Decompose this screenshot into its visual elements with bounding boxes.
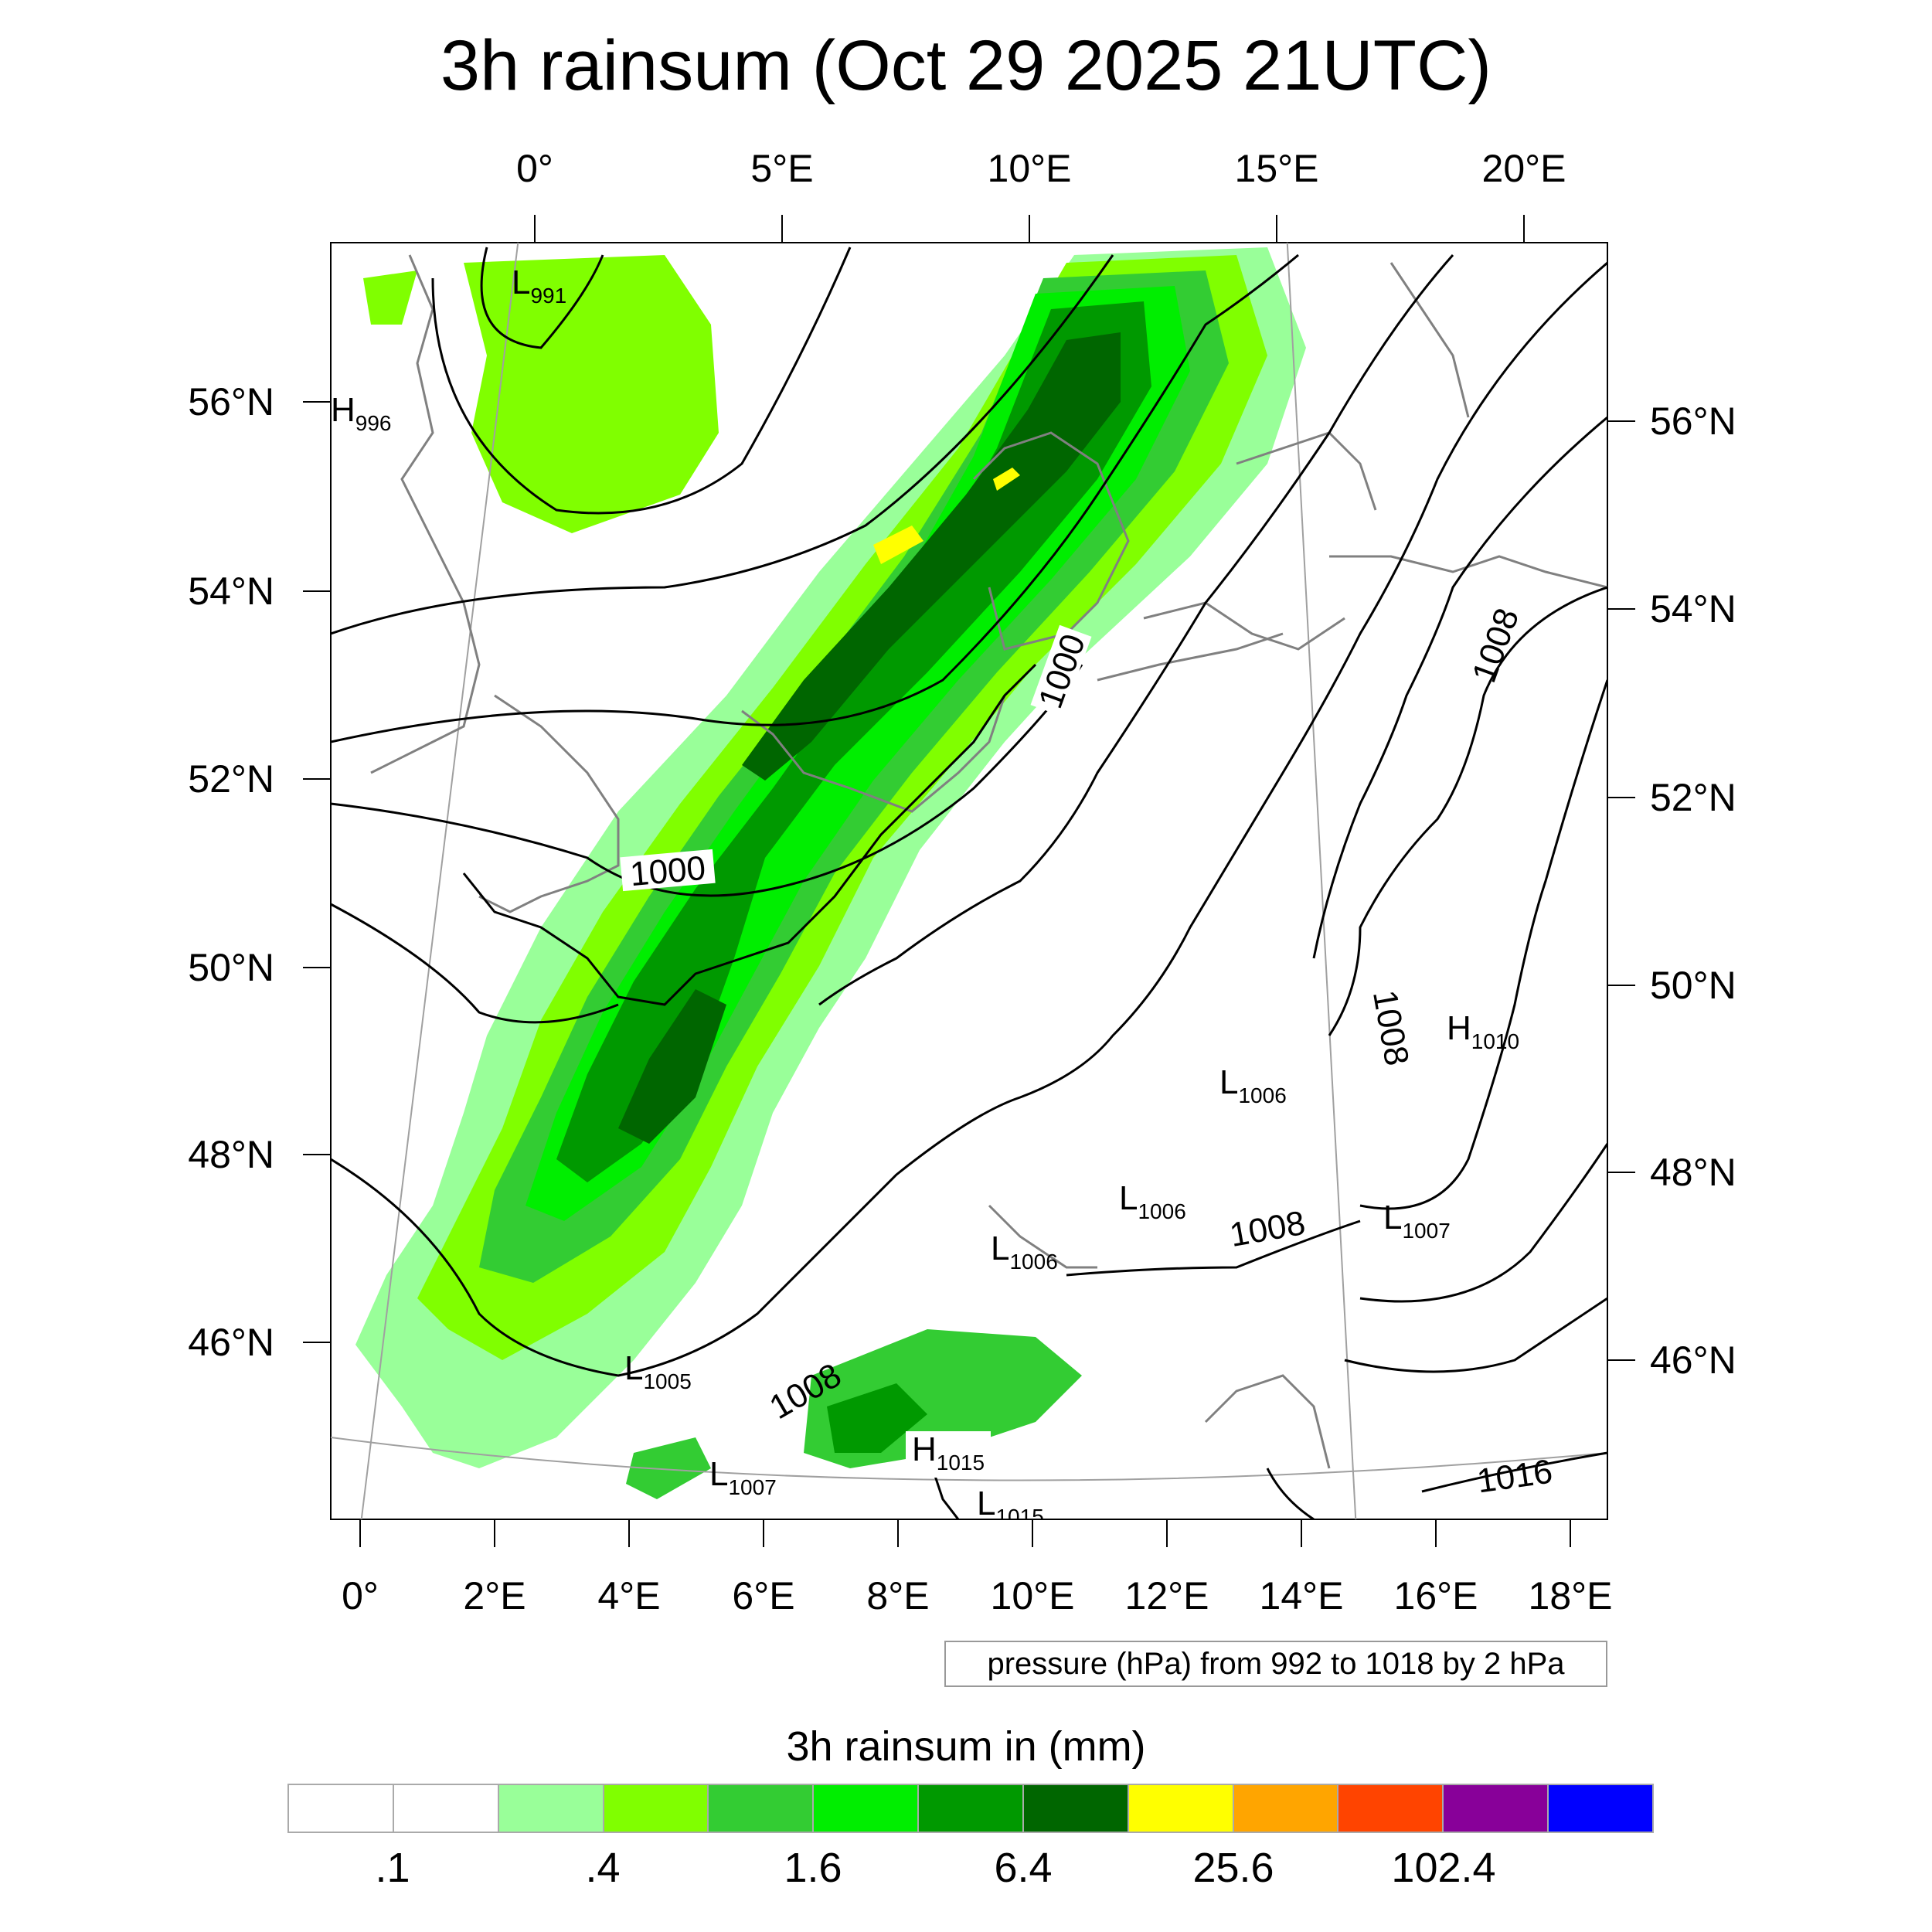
- colorbar-swatch: [709, 1785, 815, 1832]
- bottom-axis-label: 14°E: [1260, 1574, 1344, 1617]
- left-axis-label: 50°N: [188, 946, 274, 989]
- top-axis-label: 0°: [516, 147, 553, 190]
- isobars: [331, 247, 1607, 1519]
- top-axis-label: 5°E: [750, 147, 813, 190]
- coastlines: [370, 254, 1607, 1469]
- colorbar-label: .1: [375, 1845, 410, 1891]
- colorbar-label: 1.6: [784, 1845, 842, 1891]
- axis-ticks: [303, 215, 1635, 1547]
- colorbar-swatch: [1233, 1785, 1339, 1832]
- colorbar-swatch: [393, 1785, 499, 1832]
- colorbar-label: 25.6: [1192, 1845, 1274, 1891]
- colorbar-label: 6.4: [994, 1845, 1053, 1891]
- pressure-centers: L991 H996 H1010 L1006 L1006 L1007 L1006 …: [331, 264, 1519, 1529]
- graticule: [331, 243, 1607, 1519]
- colorbar-swatch: [814, 1785, 920, 1832]
- pressure-center: L1006: [1119, 1179, 1186, 1223]
- bottom-axis-label: 8°E: [866, 1574, 929, 1617]
- colorbar-labels: .1 .4 1.6 6.4 25.6 102.4: [287, 1843, 1654, 1897]
- page-title: 3h rainsum (Oct 29 2025 21UTC): [440, 26, 1492, 105]
- colorbar-swatch: [604, 1785, 709, 1832]
- pressure-contour-note: pressure (hPa) from 992 to 1018 by 2 hPa: [944, 1641, 1607, 1687]
- left-axis-labels: 56°N 54°N 52°N 50°N 48°N 46°N: [188, 380, 274, 1364]
- top-axis-label: 20°E: [1482, 147, 1566, 190]
- colorbar-swatch: [1549, 1785, 1652, 1832]
- bottom-axis-label: 18°E: [1529, 1574, 1613, 1617]
- right-axis-label: 52°N: [1650, 776, 1736, 819]
- left-axis-label: 48°N: [188, 1133, 274, 1176]
- colorbar: [287, 1784, 1654, 1833]
- left-axis-label: 46°N: [188, 1321, 274, 1364]
- bottom-axis-label: 16°E: [1394, 1574, 1478, 1617]
- right-axis-labels: 56°N 54°N 52°N 50°N 48°N 46°N: [1650, 400, 1736, 1382]
- colorbar-swatch: [1444, 1785, 1549, 1832]
- right-axis-label: 54°N: [1650, 587, 1736, 631]
- isobar-label-1000-west: 1000: [628, 849, 707, 893]
- pressure-center: L1006: [991, 1230, 1058, 1274]
- colorbar-label: 102.4: [1391, 1845, 1496, 1891]
- bottom-axis-label: 6°E: [732, 1574, 794, 1617]
- colorbar-swatch: [1128, 1785, 1234, 1832]
- pressure-center: L991: [512, 264, 566, 308]
- right-axis-label: 46°N: [1650, 1338, 1736, 1382]
- bottom-axis-labels: 0° 2°E 4°E 6°E 8°E 10°E 12°E 14°E 16°E 1…: [342, 1574, 1612, 1617]
- bottom-axis-label: 2°E: [463, 1574, 526, 1617]
- colorbar-swatch: [289, 1785, 394, 1832]
- bottom-axis-label: 12°E: [1125, 1574, 1209, 1617]
- right-axis-label: 48°N: [1650, 1151, 1736, 1194]
- right-axis-label: 56°N: [1650, 400, 1736, 443]
- left-axis-label: 52°N: [188, 757, 274, 801]
- precipitation-field: [355, 247, 1306, 1499]
- pressure-center: L1005: [624, 1349, 692, 1393]
- colorbar-swatch: [498, 1785, 604, 1832]
- colorbar-label: .4: [585, 1845, 621, 1891]
- top-axis-label: 10°E: [988, 147, 1072, 190]
- bottom-axis-label: 10°E: [991, 1574, 1075, 1617]
- right-axis-label: 50°N: [1650, 964, 1736, 1007]
- pressure-center: H1010: [1447, 1009, 1519, 1053]
- pressure-center: L1015: [977, 1485, 1044, 1529]
- top-axis-label: 15°E: [1235, 147, 1319, 190]
- colorbar-swatch: [1023, 1785, 1129, 1832]
- pressure-center: H1015: [912, 1430, 985, 1475]
- pressure-center: H996: [331, 391, 392, 435]
- bottom-axis-label: 0°: [342, 1574, 379, 1617]
- top-axis-labels: 0° 5°E 10°E 15°E 20°E: [516, 147, 1566, 190]
- colorbar-swatch: [919, 1785, 1024, 1832]
- left-axis-label: 54°N: [188, 570, 274, 613]
- pressure-center: L1006: [1219, 1063, 1287, 1107]
- left-axis-label: 56°N: [188, 380, 274, 423]
- colorbar-swatch: [1338, 1785, 1444, 1832]
- bottom-axis-label: 4°E: [597, 1574, 660, 1617]
- pressure-center: L1007: [709, 1455, 777, 1499]
- pressure-center: L1007: [1383, 1199, 1451, 1243]
- legend-title: 3h rainsum in (mm): [786, 1723, 1146, 1770]
